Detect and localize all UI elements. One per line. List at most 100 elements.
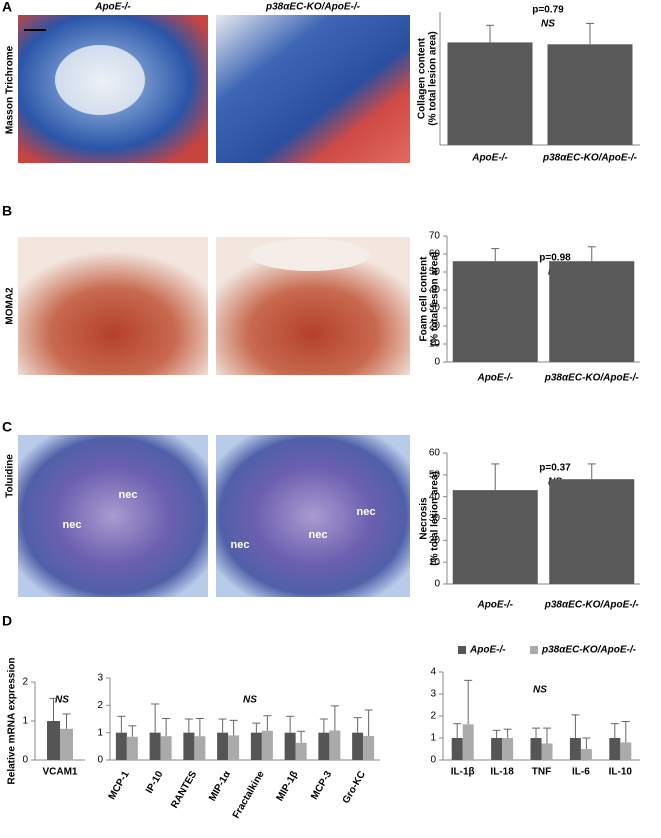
- x-tick-label: p38αEC-KO/ApoE-/-: [544, 600, 640, 611]
- image-label: nec: [119, 489, 138, 501]
- y-tick-label: 60: [429, 249, 441, 260]
- x-tick-label: IL-6: [572, 767, 590, 778]
- y-tick-label: 10: [429, 557, 441, 568]
- panel-letter: C: [2, 419, 12, 435]
- image-label: nec: [309, 529, 328, 541]
- bar: [194, 736, 206, 760]
- bar: [295, 742, 307, 760]
- y-tick-label: 50: [429, 267, 441, 278]
- bar: [452, 490, 538, 584]
- legend-swatch: [530, 646, 538, 654]
- annotation: NS: [533, 685, 547, 696]
- y-axis-label: (% total lesion area): [428, 31, 439, 125]
- panel-letter: B: [2, 203, 12, 219]
- y-tick-label: 60: [429, 448, 441, 459]
- bar: [329, 730, 341, 760]
- bar: [569, 738, 581, 760]
- micrographs: [18, 15, 410, 597]
- x-tick-label: MIP-1α: [207, 769, 233, 804]
- bar: [160, 736, 172, 760]
- x-tick-label: Gro-KC: [341, 769, 368, 805]
- legend-label: p38αEC-KO/ApoE-/-: [541, 645, 637, 656]
- bar: [447, 42, 533, 145]
- bar: [115, 732, 127, 760]
- legend-swatch: [458, 646, 466, 654]
- bar: [352, 732, 364, 760]
- x-tick-label: IL-1β: [451, 767, 475, 778]
- x-tick-label: ApoE-/-: [471, 153, 508, 164]
- x-tick-label: RANTES: [169, 769, 199, 810]
- y-axis-label: Foam cell content: [419, 256, 430, 342]
- annotation: p=0.98: [539, 253, 571, 264]
- y-axis-label: Collagen content: [417, 37, 428, 119]
- y-axis-label: Relative mRNA expression: [7, 658, 18, 785]
- lumen: [55, 45, 145, 115]
- x-tick-label: IL-18: [490, 767, 514, 778]
- image-label: nec: [63, 519, 82, 531]
- panel-letter: A: [2, 0, 12, 15]
- bar: [549, 261, 635, 362]
- y-tick-label: 1: [430, 733, 436, 744]
- y-tick-label: 0: [434, 357, 440, 368]
- bar: [452, 261, 538, 362]
- annotation: NS: [243, 695, 257, 706]
- bar: [530, 738, 542, 760]
- x-tick-label: Fractalkine: [231, 769, 267, 821]
- y-tick-label: 70: [429, 231, 441, 242]
- y-tick-label: 4: [430, 667, 436, 678]
- x-tick-label: IP-10: [144, 769, 166, 796]
- bar: [250, 732, 262, 760]
- y-tick-label: 0: [434, 579, 440, 590]
- bar: [363, 735, 375, 760]
- y-tick-label: 2: [22, 677, 28, 688]
- y-tick-label: 10: [429, 339, 441, 350]
- bar: [183, 732, 195, 760]
- bar: [620, 742, 632, 760]
- y-axis-label: (% total lesion area): [430, 471, 441, 565]
- x-tick-label: ApoE-/-: [476, 373, 513, 384]
- micrograph: [18, 435, 208, 597]
- micrograph: [216, 15, 410, 163]
- image-header: ApoE-/-: [94, 2, 131, 13]
- image-label: nec: [231, 539, 250, 551]
- y-tick-label: 1: [22, 716, 28, 727]
- row-label: MOMA2: [5, 287, 16, 325]
- bar: [126, 736, 138, 760]
- annotation: p=0.79: [532, 5, 564, 16]
- row-label: Toluidine: [5, 454, 16, 498]
- y-tick-label: 20: [429, 535, 441, 546]
- annotation: NS: [541, 19, 555, 30]
- lumen: [250, 239, 370, 271]
- bar: [609, 738, 621, 760]
- y-tick-label: 0: [22, 755, 28, 766]
- bar: [451, 738, 463, 760]
- row-label: Masson Trichrome: [5, 45, 16, 134]
- y-axis-label: Necrosis: [419, 497, 430, 540]
- bar: [502, 738, 514, 760]
- y-tick-label: 0: [97, 755, 103, 766]
- bar: [318, 732, 330, 760]
- micrograph: [216, 435, 410, 597]
- legend-label: ApoE-/-: [469, 645, 506, 656]
- x-tick-label: TNF: [532, 767, 551, 778]
- bar: [491, 738, 503, 760]
- y-tick-label: 0: [430, 755, 436, 766]
- y-tick-label: 50: [429, 469, 441, 480]
- annotation: p=0.37: [539, 463, 571, 474]
- image-header: p38αEC-KO/ApoE-/-: [265, 2, 361, 13]
- panel-letter: D: [2, 613, 12, 629]
- y-tick-label: 40: [429, 285, 441, 296]
- y-tick-label: 1: [97, 727, 103, 738]
- bar: [462, 724, 474, 760]
- bar: [580, 749, 592, 760]
- bar: [284, 732, 296, 760]
- y-tick-label: 40: [429, 491, 441, 502]
- bar: [47, 721, 60, 760]
- y-tick-label: 30: [429, 513, 441, 524]
- image-label: nec: [357, 506, 376, 518]
- y-tick-label: 30: [429, 303, 441, 314]
- x-tick-label: MIP-1β: [275, 769, 301, 803]
- y-tick-label: 20: [429, 321, 441, 332]
- bar: [217, 732, 229, 760]
